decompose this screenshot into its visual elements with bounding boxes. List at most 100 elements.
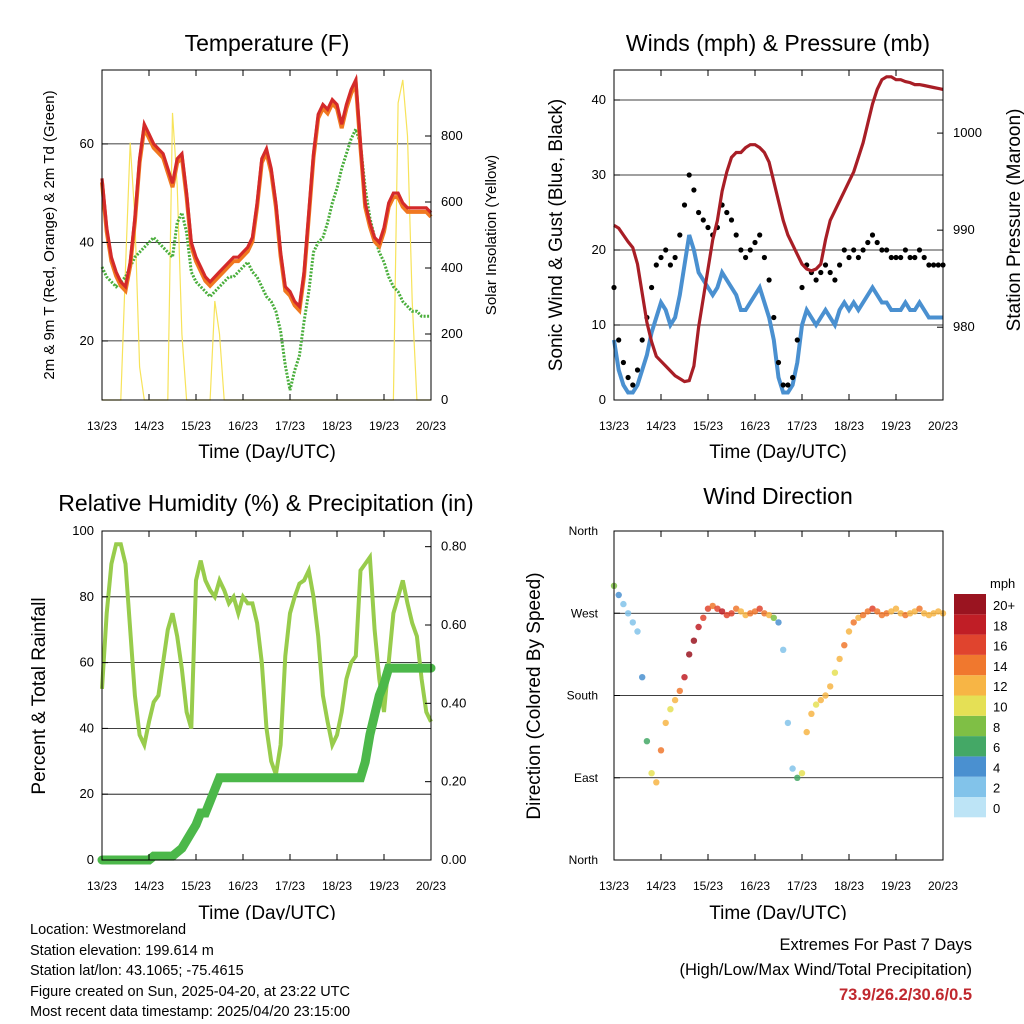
direction-point	[798, 770, 806, 777]
legend-swatch	[954, 654, 986, 676]
y2-tick-label: 800	[441, 128, 463, 143]
direction-point	[681, 674, 688, 681]
legend-swatch	[954, 715, 986, 737]
pressure-line	[613, 75, 944, 384]
gust-point	[898, 254, 904, 261]
direction-point	[784, 719, 792, 727]
x-tick-label: 18/23	[322, 879, 352, 893]
gust-point	[728, 217, 735, 223]
y-tick-label: North	[569, 524, 598, 538]
direction-point	[765, 611, 773, 619]
direction-point	[770, 614, 777, 621]
gust-point	[846, 254, 852, 261]
x-tick-label: 14/23	[646, 879, 676, 893]
legend-swatch	[954, 756, 986, 777]
gust-point	[752, 239, 758, 246]
gust-point	[780, 382, 786, 388]
gust-point	[799, 284, 805, 291]
y-tick-label: 20	[592, 242, 606, 257]
x-tick-label: 16/23	[740, 419, 770, 433]
extremes-legend: (High/Low/Max Wind/Total Precipitation)	[679, 961, 972, 979]
legend-swatch	[954, 776, 986, 797]
gust-point	[700, 217, 706, 223]
speed-legend: 0 2 4 6 8 10 12 14 16 18 20+	[954, 594, 1015, 818]
x-tick-label: 15/23	[693, 419, 723, 433]
gust-point	[907, 254, 913, 261]
figure-created: Figure created on Sun, 2025-04-20, at 23…	[30, 983, 350, 1000]
station-elevation: Station elevation: 199.614 m	[30, 942, 214, 959]
legend-label: 0	[993, 801, 1000, 816]
direction-series	[610, 582, 947, 786]
direction-point	[808, 710, 815, 717]
winds-title: Winds (mph) & Pressure (mb)	[626, 30, 930, 56]
gust-point	[761, 254, 768, 261]
gust-point	[902, 247, 909, 253]
winds-ticks: 0 10 20 30 40 980 990 1000 13/23 14/23 15/23 16/23 1…	[592, 70, 982, 433]
legend-swatch	[954, 736, 986, 757]
y2-tick-label: 990	[953, 222, 975, 237]
x-tick-label: 17/23	[275, 419, 305, 433]
gust-point	[785, 382, 791, 388]
x-tick-label: 17/23	[787, 419, 817, 433]
winds-panel: Winds (mph) & Pressure (mb) 0 10 20 30 40 980…	[546, 30, 1024, 463]
x-tick-label: 13/23	[599, 419, 629, 433]
extremes-values: 73.9/26.2/30.6/0.5	[838, 986, 972, 1004]
legend-label: 14	[993, 659, 1007, 674]
direction-point	[648, 770, 655, 777]
x-tick-label: 18/23	[834, 419, 864, 433]
gust-point	[653, 262, 659, 268]
y-tick-label: 30	[592, 167, 606, 182]
gust-point	[625, 374, 631, 381]
direction-point	[855, 614, 862, 621]
gust-point	[667, 262, 674, 268]
x-tick-label: 15/23	[693, 879, 723, 893]
legend-label: 8	[993, 720, 1000, 735]
gust-point	[771, 314, 777, 321]
legend-swatch	[954, 634, 986, 655]
y-tick-label: North	[569, 853, 598, 867]
station-info: Location: Westmoreland Station elevation…	[30, 920, 350, 1023]
gust-point	[705, 224, 711, 231]
gust-point	[686, 172, 692, 178]
temp-2m-line	[100, 73, 433, 310]
direction-point	[892, 605, 900, 612]
winds-series	[611, 75, 946, 395]
gust-point	[639, 337, 645, 343]
direction-point	[690, 637, 698, 644]
direction-point	[714, 605, 721, 612]
direction-point	[789, 765, 796, 772]
direction-point	[751, 608, 759, 615]
gust-point	[743, 254, 749, 261]
direction-point	[615, 591, 622, 599]
latest-timestamp: Most recent data timestamp: 2025/04/20 2…	[30, 1004, 351, 1020]
x-tick-label: 13/23	[87, 419, 117, 433]
y2-tick-label: 0.60	[441, 617, 466, 632]
y-tick-label: West	[571, 606, 599, 620]
y2-tick-label: 0.00	[441, 852, 466, 867]
legend-swatch	[954, 675, 986, 696]
direction-point	[709, 602, 716, 610]
direction-point	[643, 738, 651, 745]
gust-point	[851, 247, 857, 253]
gust-point	[874, 239, 880, 246]
temperature-title: Temperature (F)	[185, 30, 350, 56]
extremes-box: Extremes For Past 7 Days (High/Low/Max W…	[679, 933, 972, 1008]
x-tick-label: 13/23	[87, 879, 117, 893]
direction-point	[845, 628, 853, 635]
direction-point	[624, 610, 632, 617]
y2-tick-label: 600	[441, 194, 463, 209]
gust-point	[837, 262, 843, 268]
y-tick-label: 0	[87, 852, 94, 867]
legend-label: 2	[993, 781, 1000, 796]
gust-point	[832, 277, 838, 283]
gust-point	[888, 254, 894, 261]
direction-point	[836, 655, 843, 663]
direction-point	[676, 687, 683, 695]
y2-tick-label: 980	[953, 319, 975, 334]
direction-point	[859, 611, 867, 619]
direction-point	[911, 608, 918, 615]
y-tick-label: 60	[80, 136, 94, 151]
temperature-y2-label: Solar Insolation (Yellow)	[483, 155, 500, 315]
direction-x-label: Time (Day/UTC)	[709, 903, 847, 920]
